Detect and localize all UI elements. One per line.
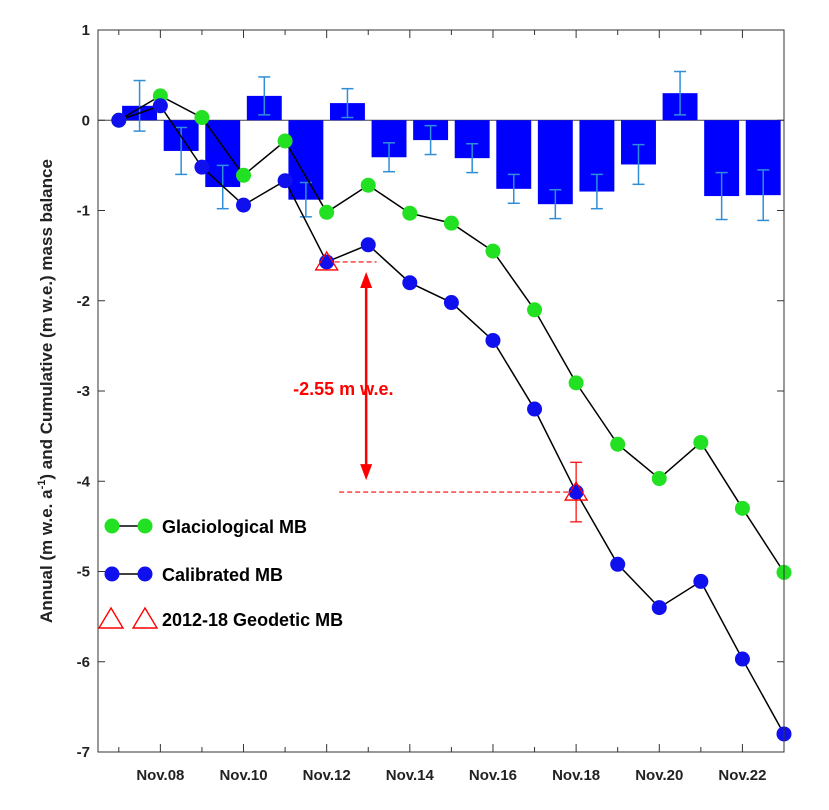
- y-axis-title: Annual (m w.e. a-1) and Cumulative (m w.…: [36, 159, 56, 623]
- glaciological-point: [360, 177, 376, 193]
- plot-frame: [97, 29, 785, 753]
- calibrated-point: [402, 275, 418, 291]
- legend-label: Calibrated MB: [162, 565, 283, 585]
- difference-arrow-head-up: [360, 271, 373, 288]
- x-tick-label: Nov.10: [219, 767, 267, 784]
- y-axis-title-main: Annual (m w.e. a: [37, 489, 56, 623]
- calibrated-point: [360, 237, 376, 253]
- calibrated-point: [568, 484, 584, 500]
- y-axis-title-rest: ) and Cumulative (m w.e.) mass balance: [37, 159, 56, 480]
- glaciological-point: [402, 205, 418, 221]
- y-axis-title-superscript: -1: [36, 480, 48, 490]
- y-tick-label: -2: [77, 293, 90, 310]
- difference-label: -2.55 m w.e.: [293, 379, 393, 399]
- calibrated-point: [693, 573, 709, 589]
- y-tick-label: -4: [77, 473, 91, 490]
- glaciological-point: [277, 133, 293, 149]
- x-tick-label: Nov.08: [136, 767, 184, 784]
- legend-marker: [137, 518, 153, 534]
- calibrated-point: [734, 651, 750, 667]
- legend-label: Glaciological MB: [162, 517, 307, 537]
- glaciological-point: [319, 204, 335, 220]
- y-tick-label: 0: [82, 112, 90, 129]
- legend-marker: [104, 518, 120, 534]
- calibrated-point: [236, 197, 252, 213]
- calibrated-point: [152, 98, 168, 114]
- glaciological-point: [236, 167, 252, 183]
- glaciological-point: [568, 375, 584, 391]
- glaciological-point: [485, 243, 501, 259]
- y-tick-label: -3: [77, 383, 90, 400]
- calibrated-point: [485, 332, 501, 348]
- calibrated-point: [111, 112, 127, 128]
- calibrated-point: [651, 600, 667, 616]
- glaciological-point: [194, 110, 210, 126]
- x-tick-label: Nov.16: [469, 767, 517, 784]
- calibrated-point: [277, 173, 293, 189]
- geodetic-triangle: [314, 250, 339, 271]
- glaciological-point: [443, 215, 459, 231]
- x-tick-label: Nov.20: [635, 767, 683, 784]
- y-tick-label: -1: [77, 203, 90, 220]
- calibrated-point: [610, 556, 626, 572]
- geodetic-annotation: -2.55 m w.e.: [293, 261, 583, 523]
- glaciological-point: [734, 500, 750, 516]
- x-tick-label: Nov.22: [718, 767, 766, 784]
- y-tick-label: 1: [82, 22, 90, 39]
- calibrated-point: [527, 401, 543, 417]
- legend: Glaciological MB Calibrated MB 2012-18 Geo…: [97, 517, 343, 630]
- difference-arrow-head-down: [360, 464, 373, 481]
- glaciological-point: [610, 436, 626, 452]
- y-tick-label: -6: [77, 654, 90, 671]
- calibrated-point: [443, 295, 459, 311]
- annual-error-bars: [133, 70, 770, 222]
- x-tick-label: Nov.12: [303, 767, 351, 784]
- legend-label: 2012-18 Geodetic MB: [162, 610, 343, 630]
- y-tick-label: -5: [77, 564, 90, 581]
- glaciological-point: [651, 471, 667, 487]
- geodetic-triangle: [563, 480, 589, 501]
- legend-marker: [104, 566, 120, 582]
- legend-marker-triangle: [97, 606, 125, 629]
- y-tick-label: -7: [77, 744, 90, 761]
- glaciological-point: [693, 434, 709, 450]
- calibrated-point: [194, 159, 210, 175]
- calibrated-point: [319, 254, 335, 270]
- tick-labels: 1 0 -1 -2 -3 -4 -5 -6 -7 Nov.08 Nov.10 Nov.12 Nov.14…: [77, 22, 767, 784]
- annual-bars: [122, 93, 781, 205]
- legend-marker-triangle: [131, 606, 159, 629]
- glaciological-point: [527, 302, 543, 318]
- cumulative-points: [111, 88, 792, 742]
- x-tick-label: Nov.14: [386, 767, 435, 784]
- x-tick-label: Nov.18: [552, 767, 600, 784]
- legend-marker: [137, 566, 153, 582]
